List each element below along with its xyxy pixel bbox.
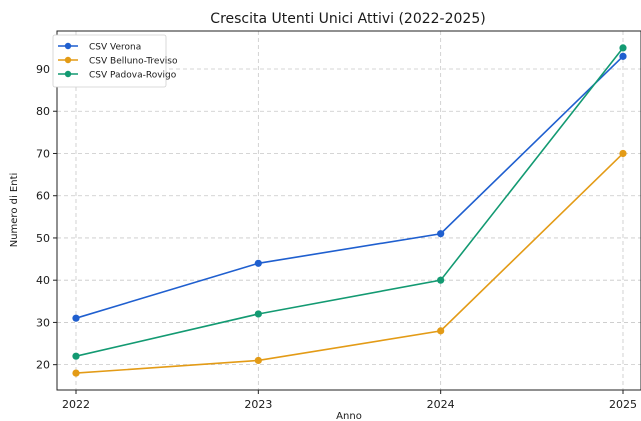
y-tick-label: 90 [36, 63, 50, 76]
data-point [437, 230, 445, 238]
y-axis-label: Numero di Enti [9, 173, 20, 248]
data-point [619, 149, 627, 158]
grid [57, 31, 641, 390]
data-point [437, 276, 445, 284]
series-line [75, 55, 624, 319]
y-tick-label: 80 [36, 105, 50, 118]
legend-label: CSV Padova-Rovigo [89, 71, 177, 81]
y-tick-label: 60 [36, 190, 50, 203]
legend-marker [64, 42, 72, 50]
y-tick-label: 20 [36, 359, 50, 372]
chart-title: Crescita Utenti Unici Attivi (2022-2025) [210, 11, 485, 27]
legend-box [52, 34, 167, 88]
series-group [72, 44, 627, 377]
legend-label: CSV Belluno-Treviso [89, 57, 178, 67]
axis-ticks: 20 30 40 50 60 70 80 90 2022 2023 2024 2025 [36, 63, 637, 411]
x-tick-label: 2025 [609, 398, 637, 411]
x-tick-label: 2024 [427, 398, 455, 411]
data-point [72, 314, 80, 322]
y-tick-label: 30 [36, 316, 50, 329]
data-point [619, 52, 627, 60]
data-point [619, 44, 627, 52]
legend-marker [64, 70, 72, 78]
data-point [72, 352, 80, 360]
x-axis-label: Anno [336, 411, 362, 421]
x-tick-label: 2022 [62, 398, 90, 411]
series-line [75, 152, 624, 374]
data-point [72, 369, 80, 377]
legend-marker [64, 56, 72, 64]
data-point [254, 259, 262, 267]
data-point [437, 327, 445, 335]
data-point [254, 356, 262, 365]
y-tick-label: 50 [36, 232, 50, 245]
y-tick-label: 70 [36, 147, 50, 160]
y-tick-label: 40 [36, 274, 50, 287]
legend: CSV Verona CSV Belluno-Treviso CSV Padova-… [52, 34, 178, 88]
data-point [254, 310, 262, 318]
x-tick-label: 2023 [244, 398, 272, 411]
series-line [75, 47, 624, 357]
plot-frame [56, 30, 641, 391]
legend-label: CSV Verona [89, 43, 141, 53]
